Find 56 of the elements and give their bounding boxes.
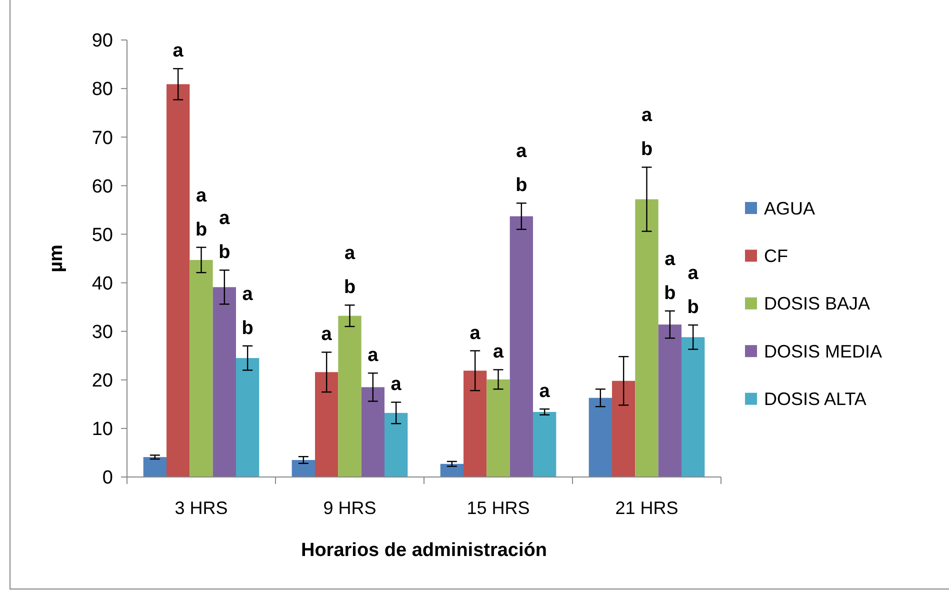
bar — [292, 460, 315, 477]
bar — [658, 324, 682, 477]
legend-label: DOSIS BAJA — [764, 294, 870, 314]
y-axis-title: µm — [46, 244, 67, 272]
x-tick-label: 9 HRS — [323, 498, 376, 518]
data-label: a b — [218, 208, 230, 264]
legend-label: DOSIS ALTA — [764, 389, 866, 410]
x-tick-label: 21 HRS — [615, 498, 678, 518]
y-tick-label: 30 — [92, 322, 113, 343]
bar — [440, 464, 464, 477]
bar — [533, 412, 556, 477]
y-tick-label: 90 — [92, 30, 113, 52]
bar — [315, 372, 338, 477]
data-label: a b — [516, 141, 528, 196]
bar — [143, 457, 166, 477]
bar — [236, 358, 260, 477]
y-tick-label: 40 — [92, 273, 113, 294]
bar — [510, 216, 533, 477]
y-tick-label: 80 — [92, 79, 113, 100]
bar — [464, 370, 487, 477]
bar — [361, 387, 384, 477]
y-tick-label: 10 — [92, 419, 113, 440]
legend-label: DOSIS MEDIA — [764, 341, 882, 362]
bar — [486, 379, 510, 477]
bar — [384, 412, 408, 477]
bar — [166, 84, 190, 477]
data-label: a — [321, 324, 332, 346]
data-label: a b — [687, 263, 699, 318]
x-tick-label: 15 HRS — [466, 498, 530, 518]
y-tick-label: 60 — [92, 176, 113, 198]
legend-label: CF — [764, 246, 788, 266]
x-axis-title: Horarios de administración — [300, 540, 548, 561]
data-label: a — [539, 381, 550, 402]
bar — [212, 287, 236, 477]
data-label: a — [368, 345, 379, 366]
bar — [612, 380, 636, 477]
data-label: a b — [640, 105, 653, 160]
data-label: a — [390, 374, 402, 396]
data-label: a b — [664, 248, 676, 304]
y-tick-label: 20 — [92, 370, 113, 392]
x-tick-label: 3 HRS — [174, 498, 228, 518]
data-label: a — [172, 40, 184, 62]
y-tick-label: 70 — [92, 128, 113, 149]
data-label: a b — [195, 185, 208, 240]
bar — [682, 337, 705, 477]
y-tick-label: 50 — [92, 224, 113, 246]
bar — [635, 199, 658, 477]
data-label: a b — [242, 284, 254, 339]
y-tick-label: 0 — [102, 468, 113, 489]
data-label: a — [492, 342, 504, 363]
legend-label: AGUA — [764, 198, 816, 218]
bar — [588, 398, 612, 477]
data-label: a — [470, 322, 481, 344]
bar — [190, 260, 213, 477]
data-label: a b — [344, 243, 356, 298]
bar — [338, 316, 362, 477]
